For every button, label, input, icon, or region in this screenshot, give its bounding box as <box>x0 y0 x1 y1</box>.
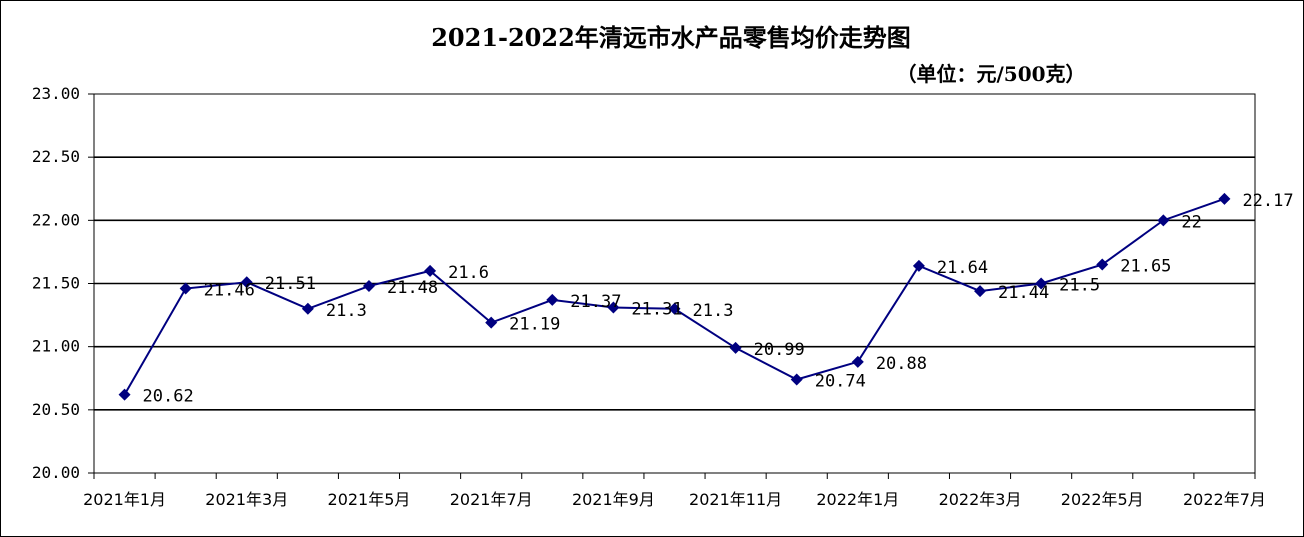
data-label: 20.74 <box>815 372 866 392</box>
y-tick-label: 21.00 <box>32 337 80 356</box>
data-point <box>1157 214 1170 227</box>
data-point <box>1035 277 1048 290</box>
data-label: 21.3 <box>693 301 734 321</box>
y-tick-label: 22.00 <box>32 210 80 229</box>
x-tick-label: 2022年3月 <box>939 490 1022 509</box>
data-point <box>729 341 742 354</box>
x-tick-label: 2022年5月 <box>1061 490 1144 509</box>
data-label: 21.48 <box>387 278 438 298</box>
series-line <box>123 197 1225 396</box>
data-label: 21.3 <box>326 301 367 321</box>
data-label: 22.17 <box>1242 191 1293 211</box>
data-label: 21.64 <box>937 258 988 278</box>
data-point <box>1218 192 1231 205</box>
y-tick-label: 23.00 <box>32 84 80 103</box>
series-layer <box>118 192 1231 401</box>
data-label: 21.5 <box>1059 276 1100 296</box>
data-point <box>301 302 314 315</box>
data-point <box>974 285 987 298</box>
data-label: 21.44 <box>998 283 1049 303</box>
data-point <box>851 355 864 368</box>
grid-layer <box>93 93 1256 474</box>
x-tick-label: 2021年1月 <box>83 490 166 509</box>
data-point <box>179 282 192 295</box>
data-label: 20.62 <box>143 387 194 407</box>
data-point <box>607 301 620 314</box>
chart-unit: （单位：元/500克） <box>896 62 1085 86</box>
data-point <box>362 280 375 293</box>
data-label: 20.99 <box>754 340 805 360</box>
y-tick-label: 20.00 <box>32 463 80 482</box>
data-label: 21.37 <box>570 292 621 312</box>
data-point <box>424 264 437 277</box>
label-layer: 20.62 21.46 21.51 21.3 21.48 21.6 21.19 21.37 21… <box>143 191 1294 407</box>
chart-title: 2021-2022年清远市水产品零售均价走势图 <box>431 23 911 52</box>
y-tick-label: 22.50 <box>32 147 80 166</box>
x-tick-label: 2021年7月 <box>450 490 533 509</box>
data-label: 21.6 <box>448 263 489 283</box>
data-point <box>1096 258 1109 271</box>
y-tick-label: 21.50 <box>32 274 80 293</box>
x-tick-label: 2022年1月 <box>816 490 899 509</box>
data-point <box>668 302 681 315</box>
data-label: 21.19 <box>509 315 560 335</box>
x-tick-label: 2021年9月 <box>572 490 655 509</box>
data-label: 21.31 <box>631 300 682 320</box>
x-tick-label: 2022年7月 <box>1183 490 1266 509</box>
data-label: 21.46 <box>204 281 255 301</box>
data-point <box>240 276 253 289</box>
data-point <box>118 388 131 401</box>
data-point <box>790 373 803 386</box>
data-point <box>912 259 925 272</box>
data-label: 21.51 <box>265 274 316 294</box>
y-tick-label: 20.50 <box>32 400 80 419</box>
data-label: 22 <box>1181 212 1201 232</box>
data-label: 21.65 <box>1120 257 1171 277</box>
x-tick-label: 2021年11月 <box>689 490 782 509</box>
x-tick-label: 2021年3月 <box>205 490 288 509</box>
data-point <box>485 316 498 329</box>
x-tick-label: 2021年5月 <box>328 490 411 509</box>
axis-layer: 20.00 20.50 21.00 21.50 22.00 22.50 23.00 2021年… <box>32 84 1266 509</box>
data-label: 20.88 <box>876 354 927 374</box>
data-point <box>546 293 559 306</box>
